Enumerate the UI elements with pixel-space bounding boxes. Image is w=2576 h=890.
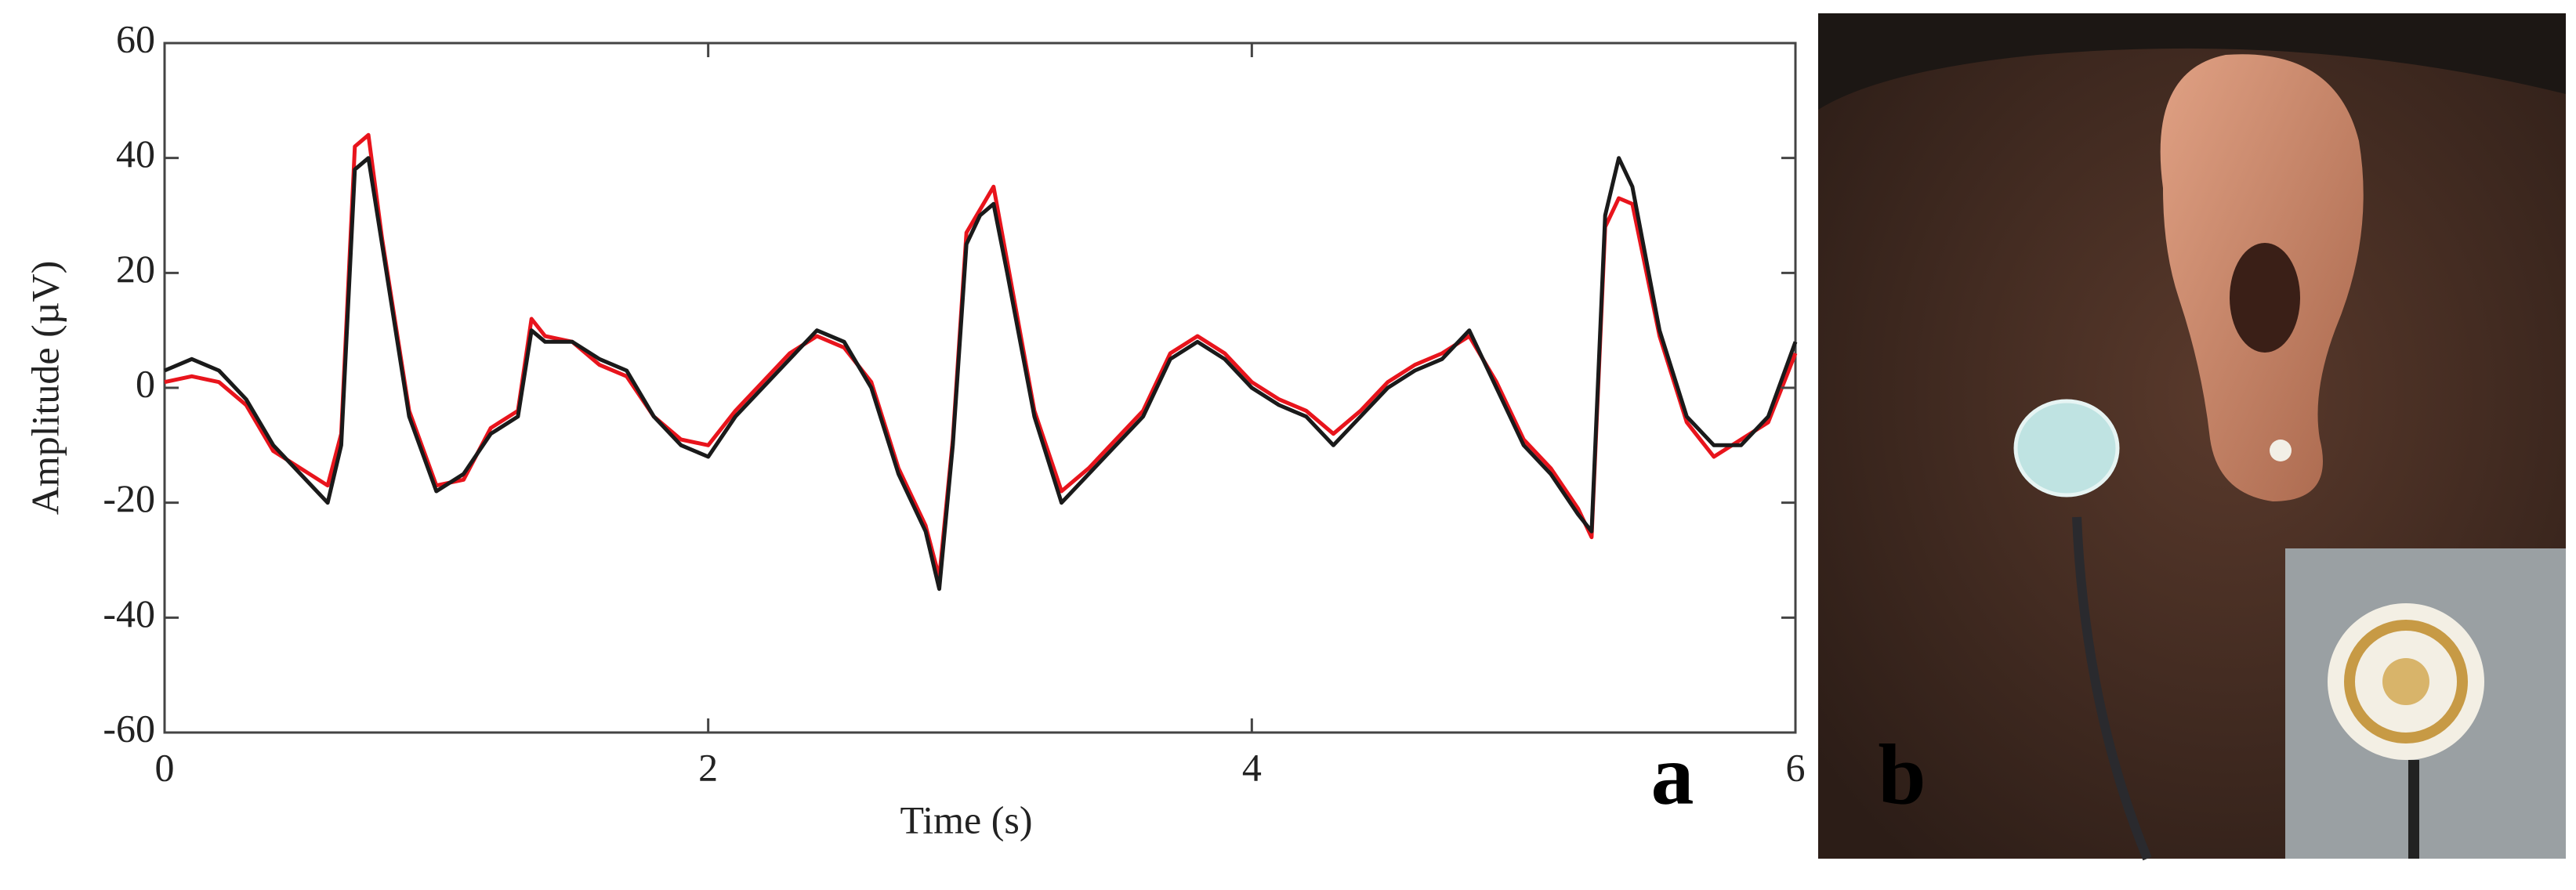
panel-label: a — [1651, 726, 1694, 822]
plot-area — [164, 132, 1798, 592]
x-axis-label: Time (s) — [900, 798, 1032, 841]
cable — [2072, 516, 2152, 861]
x-tick-label: 2 — [698, 745, 718, 789]
x-tick-label: 0 — [155, 745, 175, 789]
x-tick-label: 6 — [1786, 745, 1806, 789]
y-tick-label: 0 — [136, 361, 155, 405]
ear-canal — [2230, 243, 2300, 353]
earring — [2270, 440, 2292, 461]
y-tick-label: -20 — [103, 476, 155, 520]
y-tick-label: -60 — [103, 706, 155, 750]
photo — [1818, 13, 2566, 861]
y-tick-label: 40 — [116, 132, 155, 175]
x-tick-label: 4 — [1242, 745, 1262, 789]
inset-ring — [2344, 620, 2468, 743]
inset-center — [2382, 658, 2429, 705]
panel-label: b — [1878, 726, 1926, 822]
hair — [1818, 13, 2566, 110]
series-line — [164, 156, 1798, 592]
series-line — [164, 132, 1798, 580]
plot-frame — [163, 42, 1797, 734]
electrode — [2013, 399, 2120, 497]
y-tick-label: 60 — [116, 16, 155, 60]
y-tick-label: 20 — [116, 247, 155, 291]
y-axis-label: Amplitude (µV) — [23, 261, 67, 516]
y-tick-label: -40 — [103, 592, 155, 635]
